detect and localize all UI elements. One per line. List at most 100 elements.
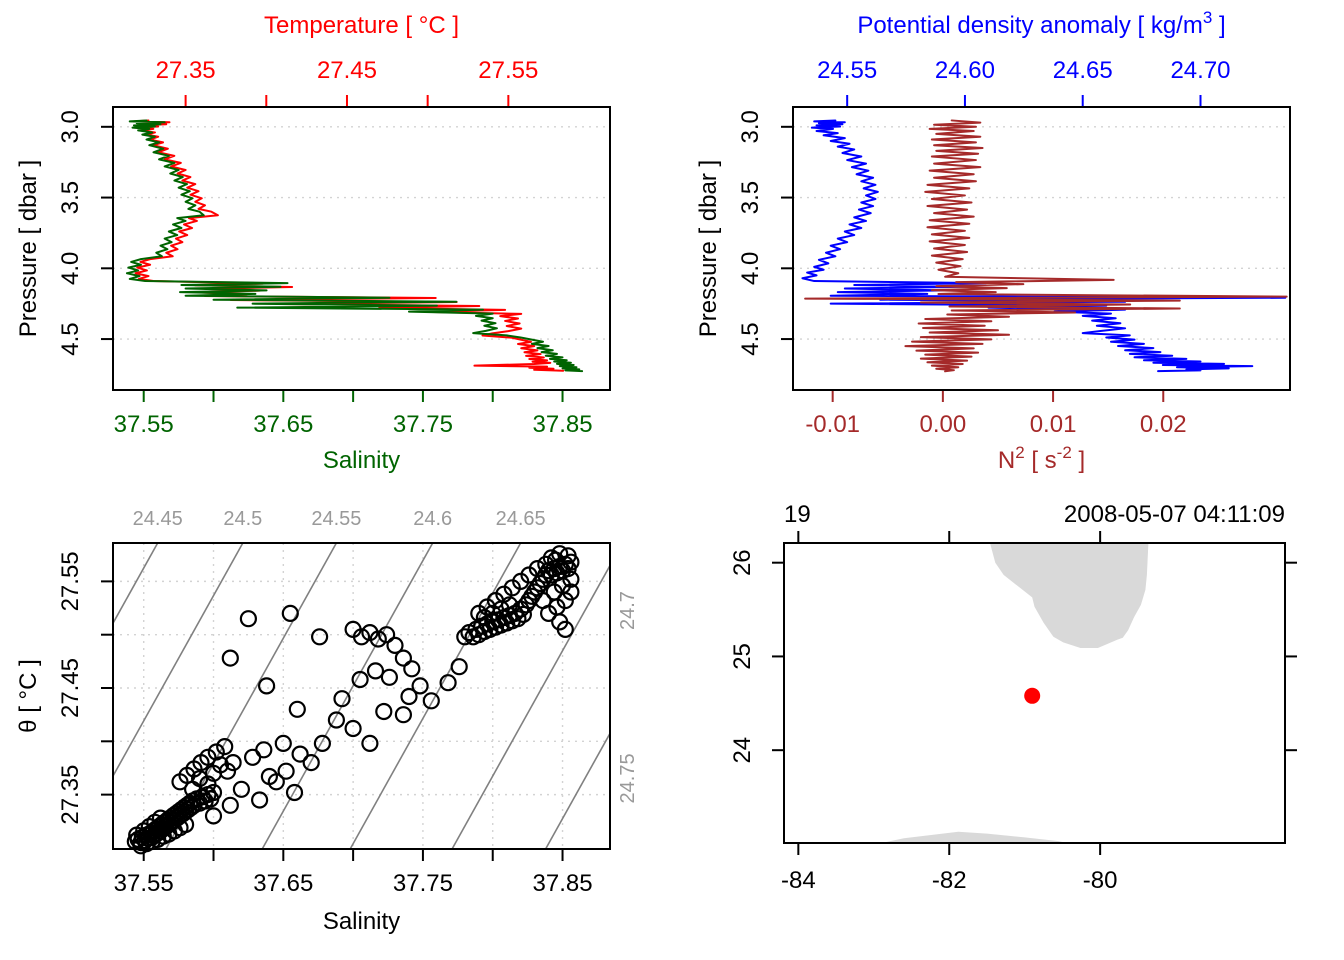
ts-point <box>450 658 468 676</box>
ts-point <box>375 702 393 721</box>
ts-point <box>394 649 412 667</box>
isopycnal-line <box>113 543 159 625</box>
ts-point <box>204 783 223 802</box>
y-axis-tick-label: 26 <box>729 549 756 576</box>
ts-point <box>411 677 429 695</box>
ts-point <box>182 798 200 817</box>
y-axis-title: θ [ °C ] <box>15 659 42 733</box>
isopycnal-label: 24.45 <box>133 508 183 530</box>
ts-point <box>509 610 527 628</box>
ts-point <box>267 773 285 791</box>
ts-point <box>517 596 535 614</box>
x-axis-tick-label: 27.55 <box>478 57 538 84</box>
ts-point <box>221 796 239 814</box>
ts-point <box>288 700 306 718</box>
ts-point <box>207 743 225 761</box>
ts-point <box>281 604 299 623</box>
x-axis-tick-label: 37.75 <box>393 870 453 897</box>
land-polygon <box>990 543 1149 648</box>
x-axis-tick-label: 37.65 <box>253 870 313 897</box>
ts-point <box>216 737 234 756</box>
y-axis-tick-label: 4.0 <box>737 252 764 285</box>
x-axis-tick-label: 37.85 <box>533 870 593 897</box>
ts-point <box>313 734 331 753</box>
profile-line-salinity <box>125 119 584 373</box>
station-marker <box>1024 687 1041 704</box>
station-number: 19 <box>784 501 811 528</box>
x-axis-tick-label: 24.60 <box>935 57 995 84</box>
ts-point <box>239 610 257 628</box>
ts-points <box>126 545 580 855</box>
ts-point <box>484 604 502 623</box>
isopycnal-label: 24.6 <box>413 508 452 530</box>
y-axis-title: Pressure [ dbar ] <box>695 160 722 337</box>
plot-frame <box>783 542 1286 844</box>
ts-point <box>551 545 569 563</box>
land-polygon <box>881 831 1067 843</box>
isopycnal-line <box>261 543 434 849</box>
ts-point <box>556 620 574 639</box>
y-axis-tick-label: 3.5 <box>57 181 84 214</box>
ts-point <box>255 741 273 759</box>
ts-point <box>302 753 320 772</box>
x-axis-title: Temperature [ °C ] <box>264 12 459 39</box>
profile-line-potential-density-anomaly <box>801 119 1287 373</box>
ts-point <box>221 649 239 667</box>
ts-point <box>177 815 195 834</box>
ts-point <box>244 748 262 766</box>
y-axis-tick-label: 4.0 <box>57 252 84 285</box>
isopycnal-label: 24.55 <box>311 508 361 530</box>
x-axis-tick-label: 24.65 <box>1053 57 1113 84</box>
profile-line-temperature <box>132 119 565 372</box>
ts-point <box>369 630 387 648</box>
x-axis-tick-label: 37.55 <box>114 411 174 438</box>
ts-point <box>224 753 242 772</box>
x-axis-tick-label: -82 <box>932 867 967 894</box>
ts-point <box>492 600 510 618</box>
ts-point <box>475 608 493 627</box>
ts-point <box>403 660 421 678</box>
isopycnal-line <box>349 543 522 849</box>
x-axis-tick-label: 24.55 <box>817 57 877 84</box>
ts-point <box>232 780 250 798</box>
y-axis-tick-label: 27.55 <box>57 551 84 611</box>
x-axis-tick-label: 37.65 <box>253 411 313 438</box>
y-axis-tick-label: 24 <box>729 737 756 764</box>
ts-point <box>204 807 223 825</box>
x-axis-title: Potential density anomaly [ kg/m3 ] <box>857 8 1225 39</box>
isopycnal-line <box>113 543 244 778</box>
x-axis-tick-label: 37.55 <box>114 870 174 897</box>
y-axis-tick-label: 3.0 <box>737 110 764 143</box>
isopycnal-lines <box>113 543 610 849</box>
x-axis-tick-label: 24.70 <box>1170 57 1230 84</box>
land-areas <box>881 543 1149 843</box>
ts-point <box>333 690 351 708</box>
isopycnal-label: 24.65 <box>496 508 546 530</box>
ts-point <box>378 626 396 644</box>
ts-point <box>352 628 371 646</box>
plot-frame <box>792 106 1291 391</box>
isopycnal-label: 24.75 <box>617 753 639 803</box>
ts-point <box>534 591 552 610</box>
ts-point <box>291 745 309 763</box>
ts-point <box>218 762 237 780</box>
panel-station-map: -84 -82 -80 24 25 26 19 2008-05-07 04:11:09 <box>729 501 1297 894</box>
y-axis-tick-label: 4.5 <box>737 322 764 355</box>
ts-point <box>545 583 563 601</box>
y-axis-title: Pressure [ dbar ] <box>15 160 42 337</box>
x-axis-tick-label: 27.45 <box>317 57 377 84</box>
ts-point <box>394 706 412 724</box>
x-axis-title: Salinity <box>323 447 400 474</box>
ts-point <box>559 547 577 565</box>
panel-profile-temperature-salinity: 27.35 27.45 27.55 Temperature [ °C ] 37.55 37… <box>15 12 611 474</box>
x-axis-title: N2 [ s-2 ] <box>998 443 1085 474</box>
ts-point <box>361 734 379 753</box>
x-axis-tick-label: 37.85 <box>533 411 593 438</box>
y-axis-tick-label: 3.5 <box>737 181 764 214</box>
station-datetime: 2008-05-07 04:11:09 <box>1064 501 1285 528</box>
y-axis-tick-label: 25 <box>729 643 756 670</box>
x-axis-tick-label: 0.00 <box>920 411 967 438</box>
ts-point <box>400 687 418 706</box>
